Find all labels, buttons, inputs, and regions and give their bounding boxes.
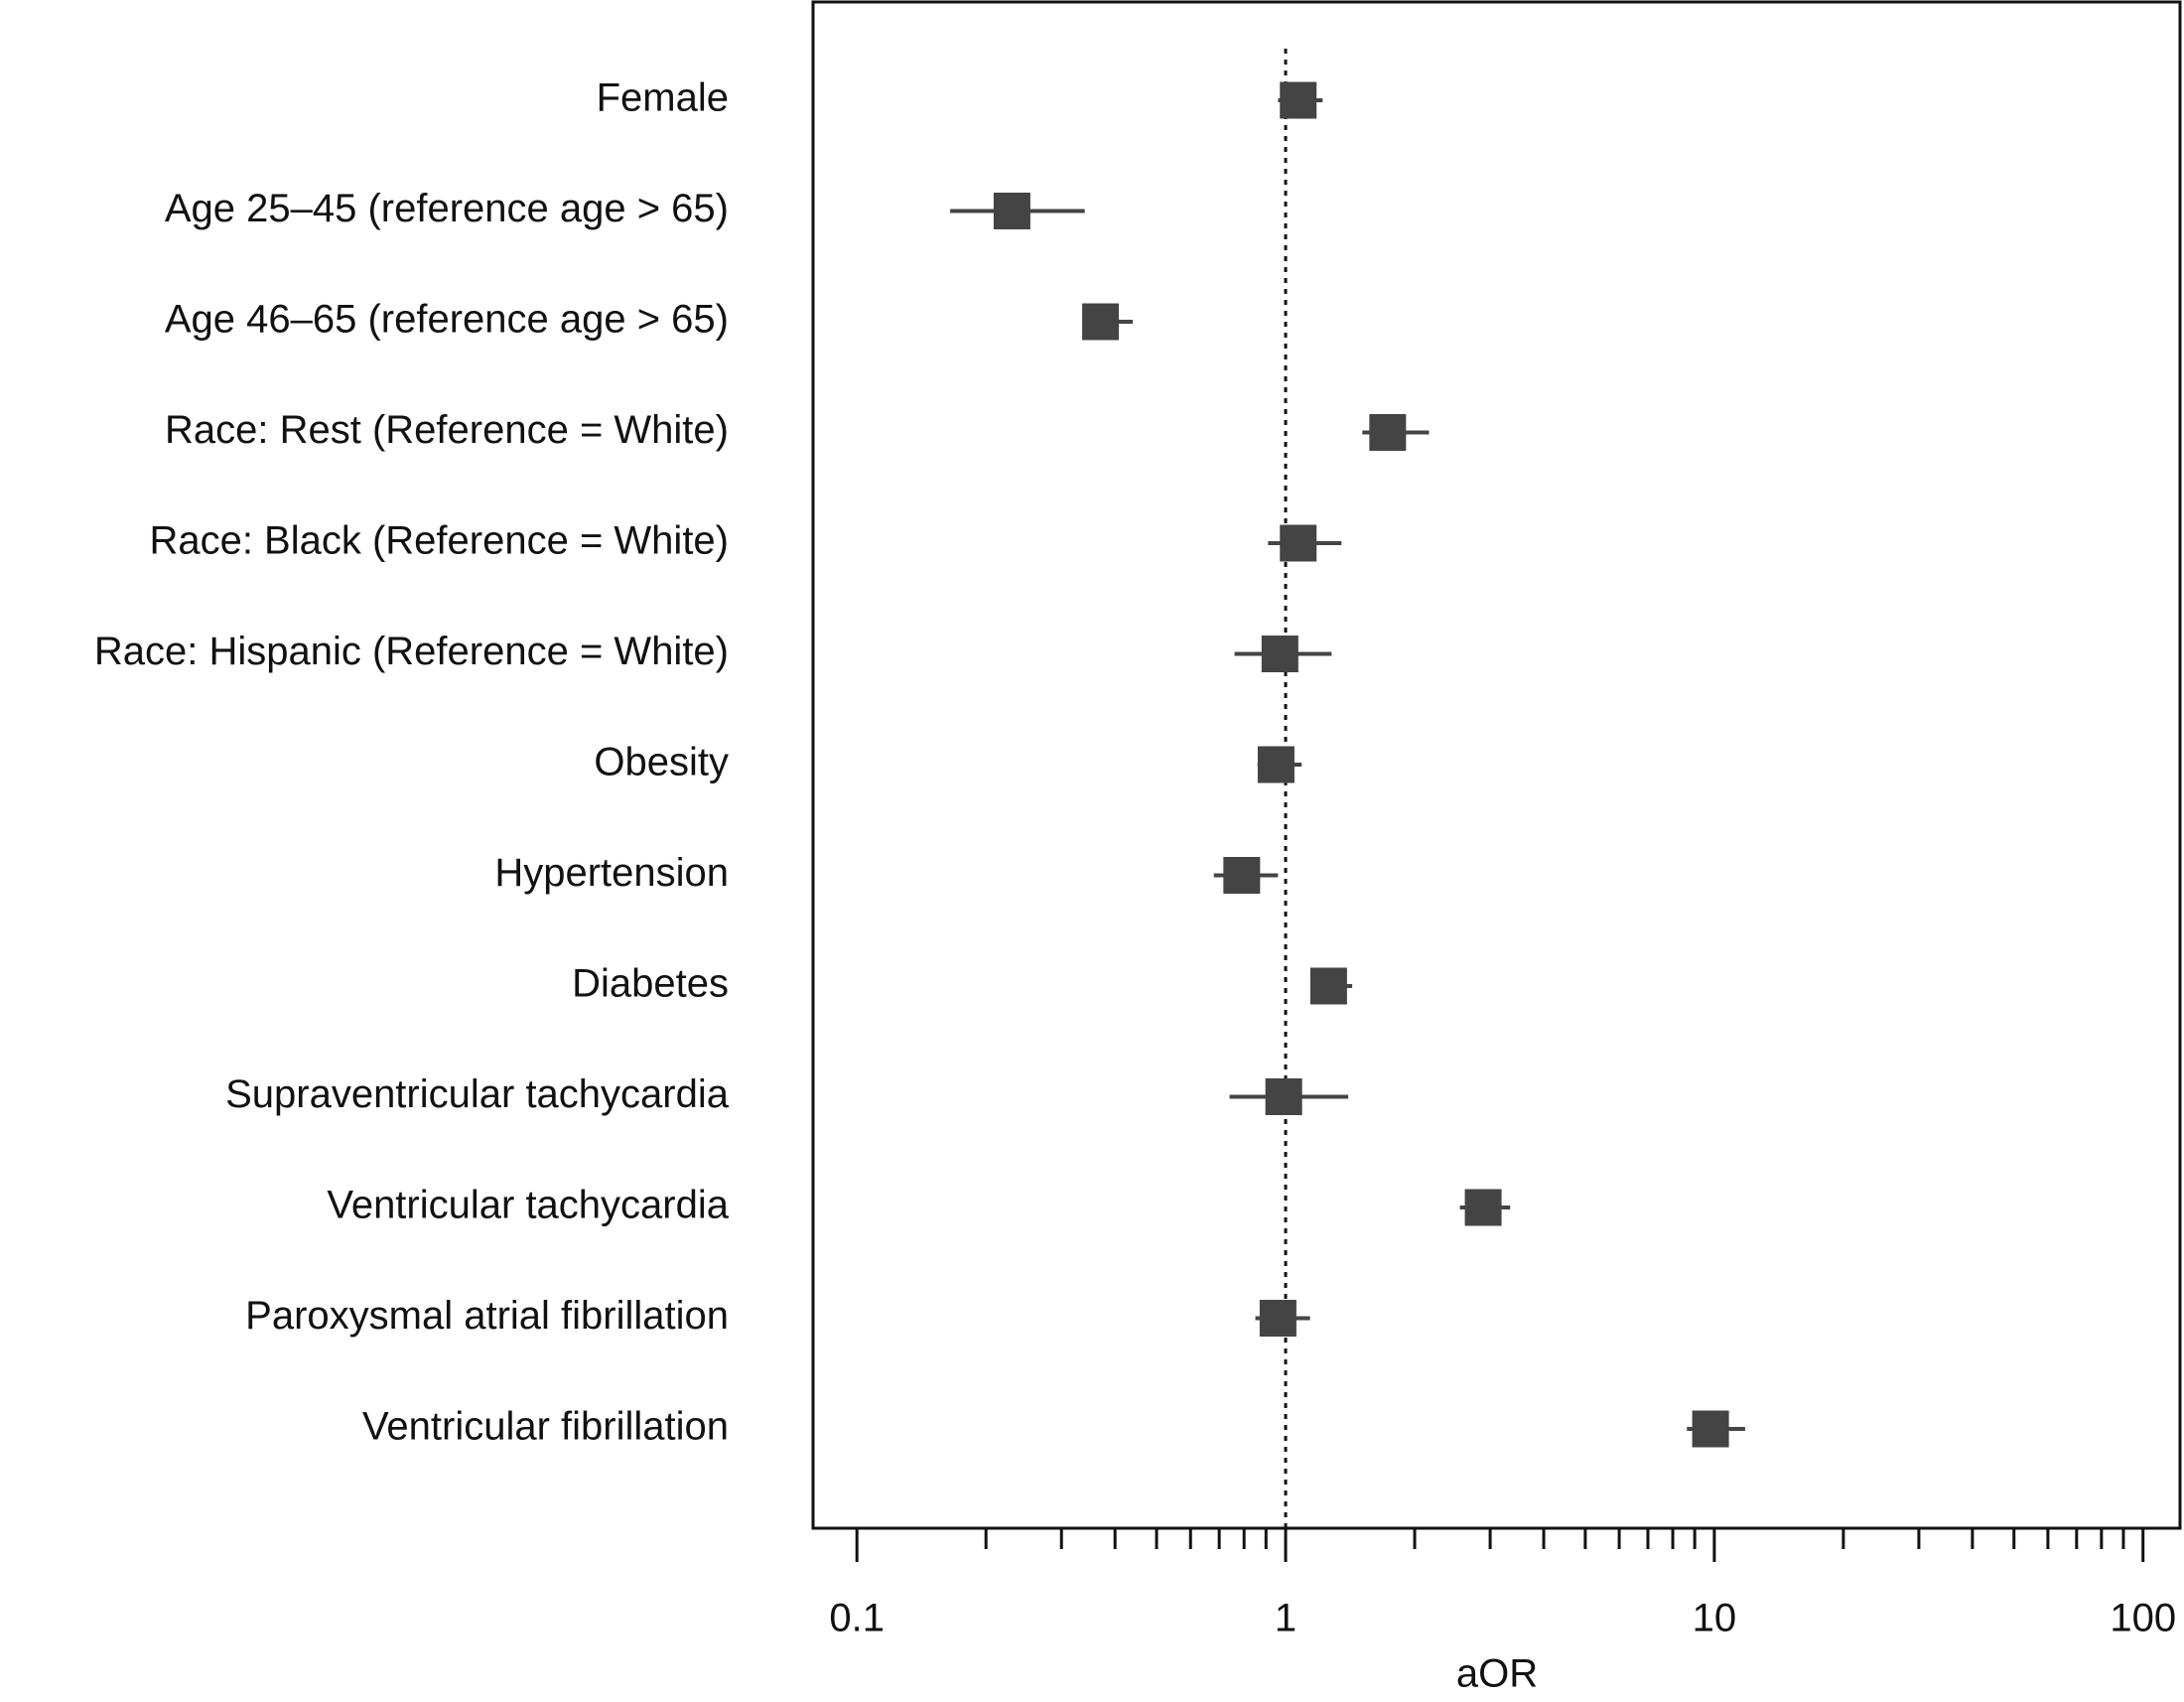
point-estimate [1280,81,1317,119]
y-tick-label: Paroxysmal atrial fibrillation [245,1294,729,1338]
point-estimate [993,193,1030,229]
y-tick-label: Female [597,76,729,120]
point-estimate [1280,524,1317,562]
x-tick-label: 1 [1275,1597,1297,1640]
y-tick-label: Diabetes [572,962,729,1006]
y-tick-label: Supraventricular tachycardia [225,1072,730,1116]
plot-frame [811,0,2182,1530]
point-estimate [1257,746,1295,783]
point-estimate [1464,1189,1502,1226]
point-estimate [1261,636,1298,672]
y-tick-label: Race: Rest (Reference = White) [165,408,729,452]
x-tick-label: 10 [1693,1597,1737,1640]
point-estimate [1692,1410,1729,1448]
point-estimate [1309,967,1347,1005]
y-tick-label: Hypertension [494,851,729,895]
y-tick-label: Age 25–45 (reference age > 65) [165,187,729,230]
y-tick-label: Race: Hispanic (Reference = White) [94,630,729,673]
y-tick-label: Race: Black (Reference = White) [149,519,729,563]
y-tick-label: Obesity [594,741,729,784]
y-tick-label: Age 46–65 (reference age > 65) [165,298,729,342]
point-estimate [1259,1300,1297,1337]
x-axis-label: aOR [1456,1652,1538,1696]
y-tick-label: Ventricular fibrillation [362,1405,729,1449]
point-estimate [1265,1078,1302,1115]
point-estimate [1369,414,1407,451]
point-estimate [1082,303,1120,341]
x-tick-label: 100 [2110,1597,2176,1640]
point-estimate [1223,857,1261,894]
y-tick-label: Ventricular tachycardia [327,1184,729,1227]
x-tick-label: 0.1 [829,1597,885,1640]
